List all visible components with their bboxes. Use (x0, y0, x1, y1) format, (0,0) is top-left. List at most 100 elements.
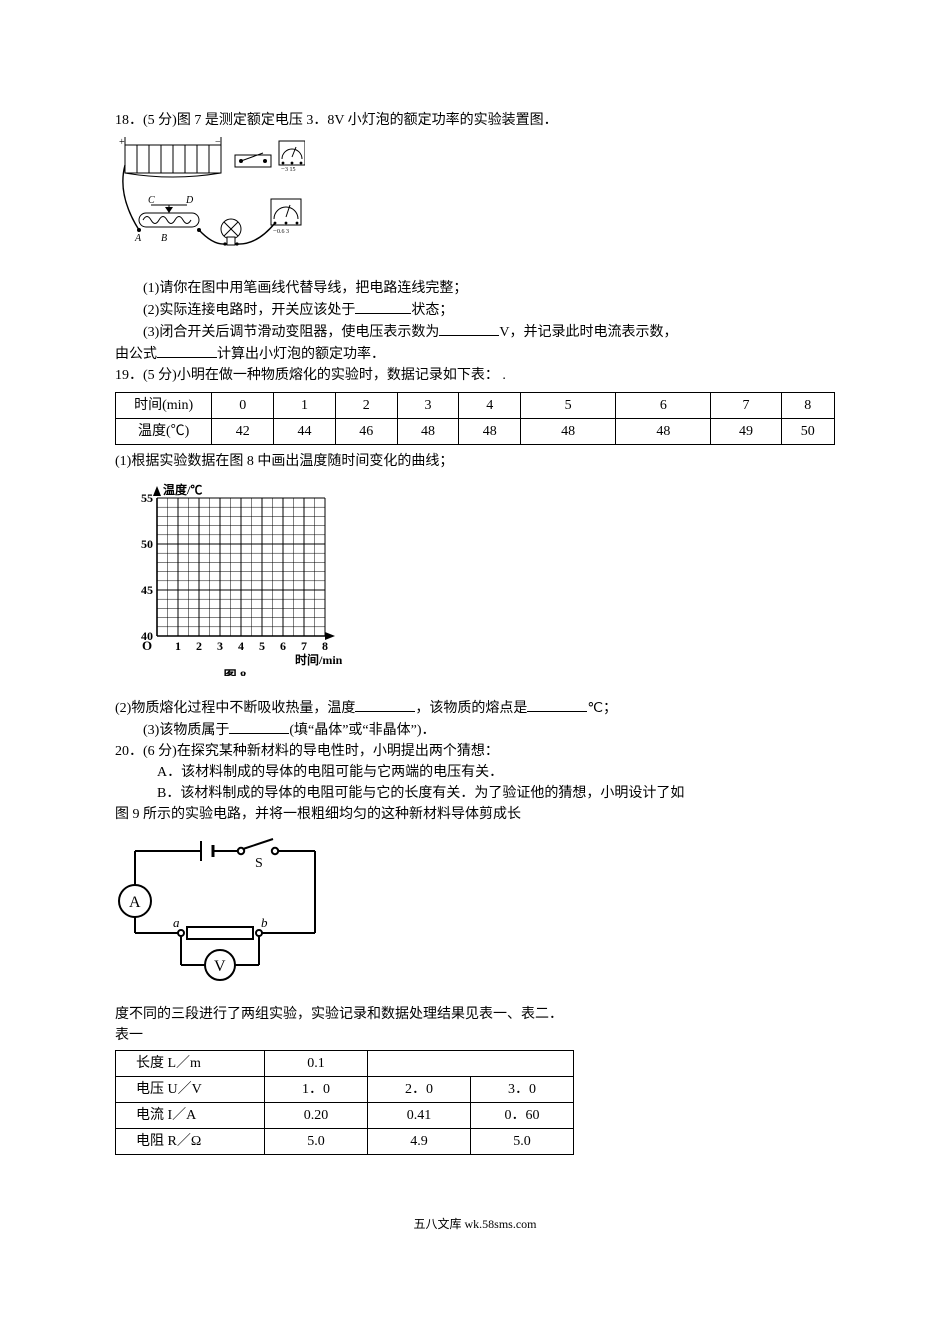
q20-after-circuit: 度不同的三段进行了两组实验，实验记录和数据处理结果见表一、表二． (115, 1004, 835, 1025)
q18-heading: 18．(5 分)图 7 是测定额定电压 3．8V 小灯泡的额定功率的实验装置图． (115, 110, 835, 131)
svg-text:45: 45 (141, 583, 153, 597)
q18-p3d: 计算出小灯泡的额定功率． (217, 347, 385, 362)
t2c-empty (368, 1051, 574, 1077)
q19-data-table: 时间(min) 0 1 2 3 4 5 6 7 8 温度(℃) 42 44 46… (115, 392, 835, 445)
svg-text:A: A (134, 233, 142, 244)
t2c: 5.0 (265, 1129, 368, 1155)
t1c: 48 (397, 419, 459, 445)
t1c: 2 (335, 393, 397, 419)
svg-text:D: D (185, 195, 194, 206)
blank (527, 697, 587, 712)
svg-text:B: B (161, 233, 167, 244)
t1c: 6 (616, 393, 711, 419)
t1c: 49 (711, 419, 781, 445)
q19-part3: (3)该物质属于 (填“晶体”或“非晶体”)． (115, 719, 835, 741)
q18-part3-line1: (3)闭合开关后调节滑动变阻器，使电压表示数为 V，并记录此时电流表示数， (115, 321, 835, 343)
t1c: 0 (212, 393, 274, 419)
page-footer: 五八文库 wk.58sms.com (115, 1215, 835, 1233)
t1c: 50 (781, 419, 834, 445)
t2c: 3．0 (471, 1077, 574, 1103)
page: 18．(5 分)图 7 是测定额定电压 3．8V 小灯泡的额定功率的实验装置图．… (0, 0, 950, 1273)
t1-r1h: 时间(min) (116, 393, 212, 419)
node-b: b (261, 915, 268, 930)
svg-text:6: 6 (280, 639, 286, 653)
t2c: 0.41 (368, 1103, 471, 1129)
q20-heading: 20．(6 分)在探究某种新材料的导电性时，小明提出两个猜想： (115, 741, 835, 762)
t1c: 4 (459, 393, 521, 419)
svg-text:5: 5 (259, 639, 265, 653)
t2h: 电流 I／A (116, 1103, 265, 1129)
svg-text:−: − (215, 137, 221, 148)
ammeter-label: A (129, 894, 141, 911)
t2h: 电阻 R／Ω (116, 1129, 265, 1155)
t2h: 电压 U／V (116, 1077, 265, 1103)
q18-part2: (2)实际连接电路时，开关应该处于 状态； (115, 299, 835, 321)
q18-p3a: (3)闭合开关后调节滑动变阻器，使电压表示数为 (143, 325, 439, 340)
t2c: 0.20 (265, 1103, 368, 1129)
t1c: 1 (274, 393, 336, 419)
svg-text:C: C (148, 195, 155, 206)
svg-text:4: 4 (238, 639, 244, 653)
q18-part3-line2: 由公式计算出小灯泡的额定功率． (115, 343, 835, 365)
t1c: 44 (274, 419, 336, 445)
svg-text:55: 55 (141, 491, 153, 505)
blank (355, 299, 411, 314)
t2c: 0.1 (265, 1051, 368, 1077)
t2c: 1．0 (265, 1077, 368, 1103)
t2c: 5.0 (471, 1129, 574, 1155)
q18-p2-pre: (2)实际连接电路时，开关应该处于 (143, 303, 355, 318)
t1c: 8 (781, 393, 834, 419)
node-a: a (173, 915, 180, 930)
svg-text:50: 50 (141, 537, 153, 551)
q19p2a: (2)物质熔化过程中不断吸收热量，温度 (115, 701, 355, 716)
q19-part2: (2)物质熔化过程中不断吸收热量，温度 ，该物质的熔点是 ℃； (115, 697, 835, 719)
t1-r2h: 温度(℃) (116, 419, 212, 445)
q20-optA: A．该材料制成的导体的电阻可能与它两端的电压有关． (115, 762, 835, 783)
q18-p3b: V，并记录此时电流表示数， (499, 325, 677, 340)
q20-line2: 图 9 所示的实验电路，并将一根粗细均匀的这种新材料导体剪成长 (115, 804, 835, 825)
svg-text:1: 1 (175, 639, 181, 653)
svg-text:3: 3 (217, 639, 223, 653)
q18-part1: (1)请你在图中用笔画线代替导线，把电路连线完整； (115, 278, 835, 299)
switch-label: S (255, 856, 263, 871)
t1c: 7 (711, 393, 781, 419)
svg-text:8: 8 (322, 639, 328, 653)
t1c: 46 (335, 419, 397, 445)
q19p3a: (3)该物质属于 (143, 723, 229, 738)
fig8-chart: 温度/℃40455055O12345678时间/min图 8 (115, 476, 835, 683)
voltmeter-label: V (214, 958, 226, 975)
blank (229, 719, 289, 734)
svg-text:+: + (119, 137, 125, 148)
ammeter-scale: 0.6 3 (277, 229, 289, 235)
q20-table1: 长度 L／m 0.1 电压 U／V 1．0 2．0 3．0 电流 I／A 0.2… (115, 1050, 574, 1155)
t1c: 42 (212, 419, 274, 445)
t2h: 长度 L／m (116, 1051, 265, 1077)
t1c: 48 (616, 419, 711, 445)
q19p2c: ℃； (587, 701, 617, 716)
q18-p2-post: 状态； (411, 303, 453, 318)
t1c: 48 (459, 419, 521, 445)
blank (355, 697, 415, 712)
t1c: 5 (521, 393, 616, 419)
fig8-svg: 温度/℃40455055O12345678时间/min图 8 (115, 476, 345, 676)
blank (439, 321, 499, 336)
fig7-svg: + − − 3 15 (115, 135, 305, 265)
q19p3b: (填“晶体”或“非晶体”)． (289, 723, 435, 738)
svg-text:时间/min: 时间/min (295, 652, 343, 667)
q20-table1-label: 表一 (115, 1025, 835, 1046)
svg-text:2: 2 (196, 639, 202, 653)
fig7-apparatus: + − − 3 15 (115, 135, 835, 272)
q19p2b: ，该物质的熔点是 (415, 701, 527, 716)
q20-optB: B．该材料制成的导体的电阻可能与它的长度有关．为了验证他的猜想，小明设计了如 (115, 783, 835, 804)
t2c: 0．60 (471, 1103, 574, 1129)
svg-text:图 8: 图 8 (224, 668, 247, 676)
q19-heading: 19．(5 分)小明在做一种物质熔化的实验时，数据记录如下表： . (115, 365, 835, 386)
q19-part1: (1)根据实验数据在图 8 中画出温度随时间变化的曲线； (115, 451, 835, 472)
t1c: 48 (521, 419, 616, 445)
fig9-circuit: S A a b V (115, 831, 835, 998)
voltmeter-scale: 3 15 (285, 167, 296, 173)
fig9-svg: S A a b V (115, 831, 335, 991)
t2c: 4.9 (368, 1129, 471, 1155)
svg-text:温度/℃: 温度/℃ (163, 482, 202, 497)
svg-text:7: 7 (301, 639, 307, 653)
